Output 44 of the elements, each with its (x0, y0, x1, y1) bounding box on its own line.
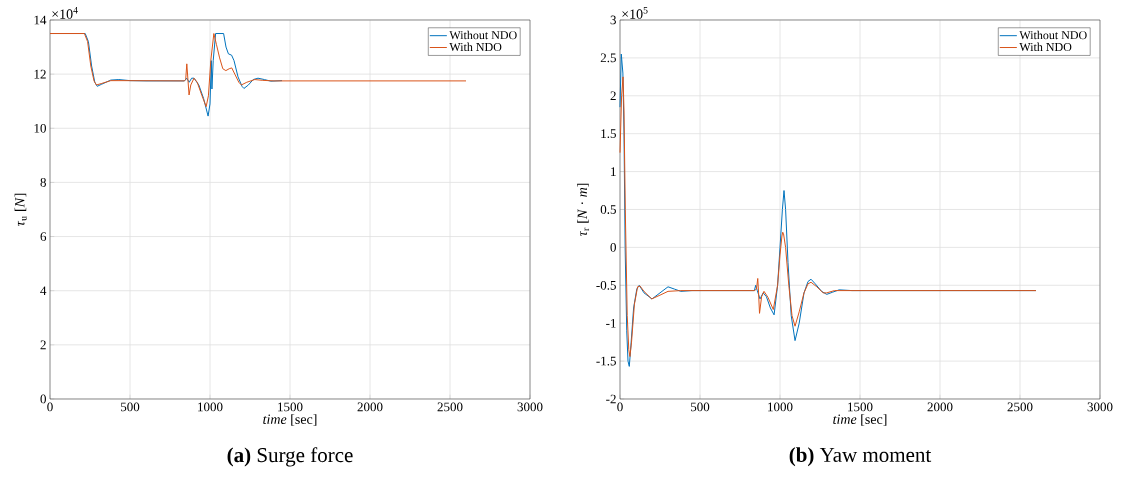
x-tick-label: 500 (691, 402, 710, 412)
y-tick-label: -1.5 (596, 356, 616, 366)
y-axis-title: τ$_{u}$ [N] (14, 193, 27, 226)
y-tick-label: 1 (611, 167, 616, 176)
x-axis-title: time [sec] (263, 414, 317, 426)
y-tick-label: 12 (34, 69, 46, 79)
y-tick-label: 3 (610, 15, 616, 25)
x-tick-label: 1500 (848, 402, 873, 412)
x-axis-title: time [sec] (833, 414, 887, 426)
legend-label: Without NDO (1019, 30, 1087, 40)
text: ×10$^{4}$ (52, 6, 78, 19)
text: (a) Surge force (227, 447, 353, 467)
y-tick-label: 0 (40, 394, 46, 404)
text: (b) Yaw moment (789, 447, 932, 467)
y-tick-label: -0.5 (596, 280, 616, 290)
x-tick-label: 1000 (768, 402, 793, 412)
y-tick-label: 6 (40, 232, 47, 241)
y-tick-label: -2 (606, 394, 616, 404)
y-tick-label: 4 (40, 286, 47, 295)
y-tick-label: 10 (34, 123, 46, 133)
x-tick-label: 1000 (198, 402, 223, 412)
legend-label: With NDO (1019, 42, 1072, 52)
text: ×10$^{5}$ (622, 7, 648, 19)
y-tick-label: 2 (610, 91, 616, 101)
x-tick-label: 3000 (1087, 402, 1113, 412)
y-tick-label: 0 (610, 243, 616, 252)
y-tick-label: -1 (606, 318, 616, 328)
x-tick-label: 2000 (357, 402, 383, 412)
y-tick-label: 2.5 (600, 53, 616, 63)
y-tick-label: 8 (40, 178, 46, 187)
x-tick-label: 3000 (517, 402, 543, 412)
x-tick-label: 1500 (278, 402, 303, 412)
y-tick-label: 14 (34, 15, 47, 25)
x-tick-label: 2000 (927, 402, 953, 412)
y-tick-label: 0.5 (600, 205, 616, 214)
x-tick-label: 2500 (1007, 402, 1033, 412)
x-tick-label: 2500 (437, 402, 463, 412)
y-tick-label: 2 (40, 340, 46, 350)
x-tick-label: 500 (121, 402, 140, 412)
y-tick-label: 1.5 (601, 129, 616, 139)
legend-label: Without NDO (449, 30, 517, 40)
x-tick-label: 0 (617, 402, 623, 412)
y-axis-title: τ$_{r}$ [N · m] (577, 183, 590, 237)
legend-label: With NDO (449, 42, 502, 52)
